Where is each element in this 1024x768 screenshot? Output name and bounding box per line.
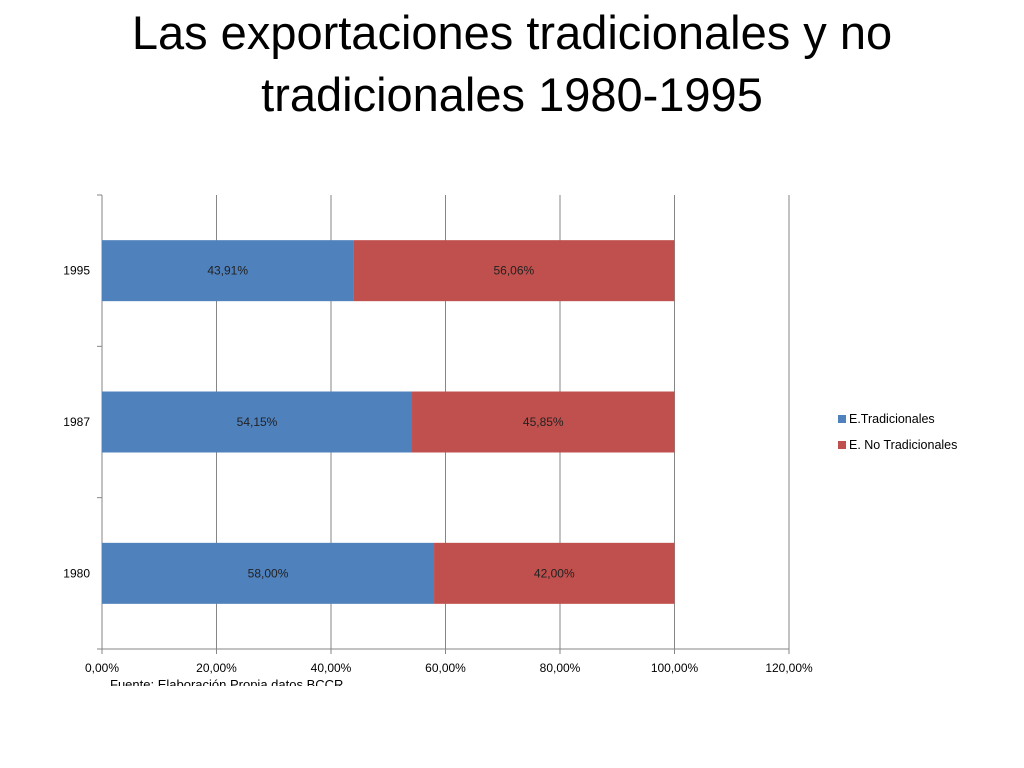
x-tick-label: 120,00% — [765, 661, 813, 675]
axes: 0,00% 20,00% 40,00% 60,00% 80,00% 100,00% 120,… — [63, 194, 813, 675]
source-note: Fuente: Elaboración Propia datos BCCR — [110, 677, 344, 686]
x-tick-label: 40,00% — [311, 661, 352, 675]
bar-segment — [353, 240, 675, 302]
legend-label: E.Tradicionales — [849, 412, 935, 426]
legend-swatch — [838, 415, 846, 423]
y-tick-label: 1987 — [63, 415, 90, 429]
legend-swatch — [838, 441, 846, 449]
bars — [102, 240, 675, 604]
legend: E.Tradicionales E. No Tradicionales — [838, 412, 957, 452]
data-label: 43,91% — [207, 264, 248, 278]
x-tick-label: 0,00% — [85, 661, 119, 675]
x-tick-label: 60,00% — [425, 661, 466, 675]
data-labels: 58,00% 42,00% 54,15% 45,85% 43,91% 56,06% — [207, 264, 575, 581]
x-tick-label: 20,00% — [196, 661, 237, 675]
title-line-1: Las exportaciones tradicionales y no — [131, 6, 893, 59]
y-tick-label: 1980 — [63, 566, 90, 580]
data-label: 42,00% — [534, 566, 575, 580]
legend-label: E. No Tradicionales — [849, 438, 957, 452]
x-tick-label: 80,00% — [540, 661, 581, 675]
x-tick-label: 100,00% — [651, 661, 699, 675]
slide-title: Las exportaciones tradicionales y no tra… — [60, 2, 964, 126]
bar-segment — [102, 240, 354, 302]
bar-segment — [434, 542, 675, 604]
bar-segment — [102, 542, 435, 604]
y-tick-label: 1995 — [63, 264, 90, 278]
data-label: 45,85% — [523, 415, 564, 429]
data-label: 56,06% — [494, 264, 535, 278]
bar-segment — [102, 391, 413, 453]
title-line-2: tradicionales 1980-1995 — [261, 68, 763, 121]
bar-segment — [412, 391, 675, 453]
data-label: 54,15% — [237, 415, 278, 429]
data-label: 58,00% — [248, 566, 289, 580]
